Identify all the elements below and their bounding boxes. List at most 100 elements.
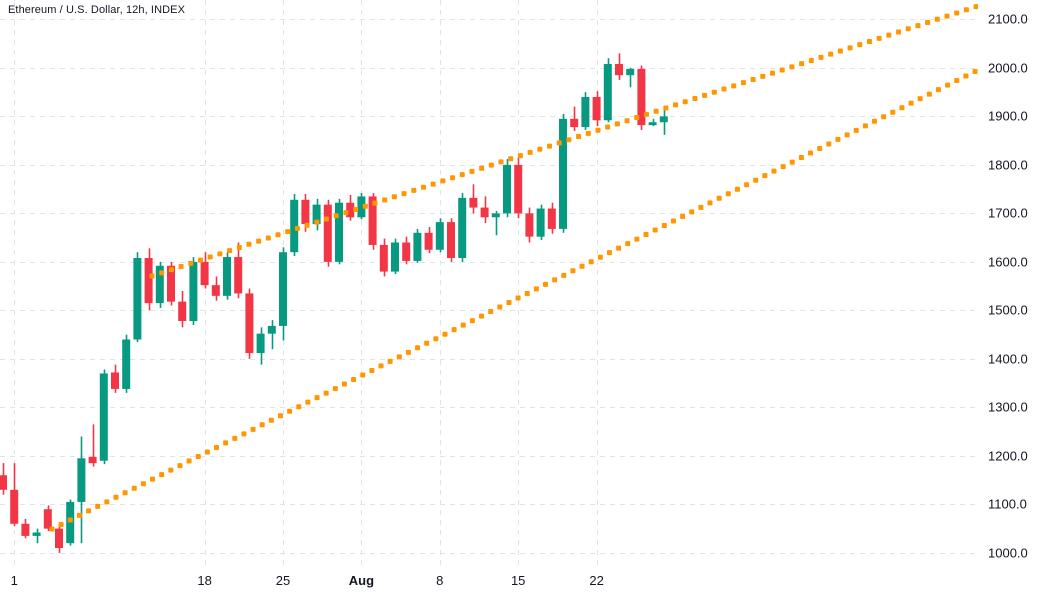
candlestick[interactable] (200, 252, 209, 289)
candlestick[interactable] (234, 242, 243, 299)
candlestick[interactable] (491, 210, 500, 236)
candlestick[interactable] (279, 247, 287, 341)
trendline-dot (973, 4, 978, 10)
candlestick[interactable] (312, 198, 321, 231)
candlestick[interactable] (648, 118, 657, 127)
candlestick[interactable] (245, 288, 254, 359)
trendline-dot (369, 367, 375, 373)
candlestick[interactable] (659, 109, 668, 135)
candlestick[interactable] (99, 369, 108, 465)
candlestick-series[interactable] (0, 53, 668, 553)
candlestick[interactable] (66, 499, 75, 546)
candlestick[interactable] (88, 424, 97, 467)
trendline-dot (826, 141, 832, 147)
candle-body (234, 257, 243, 294)
candlestick[interactable] (111, 364, 119, 393)
candlestick[interactable] (77, 436, 86, 544)
candlestick[interactable] (43, 505, 52, 532)
trendline-dot (707, 200, 713, 206)
trendline-dot (497, 304, 503, 310)
trendline-dot (517, 153, 523, 159)
trendline-dot (643, 232, 649, 238)
candlestick[interactable] (133, 252, 142, 342)
candlestick[interactable] (547, 202, 556, 234)
candlestick[interactable] (458, 193, 467, 262)
candlestick[interactable] (189, 257, 198, 325)
candlestick[interactable] (178, 290, 187, 328)
candlestick[interactable] (346, 194, 355, 221)
trendline-dot (552, 277, 558, 283)
price-tick-label: 1800.0 (988, 157, 1028, 173)
trendline-dot (954, 10, 960, 16)
candlestick[interactable] (144, 248, 153, 311)
candlestick[interactable] (570, 106, 579, 131)
trendline-overlays[interactable] (49, 4, 979, 532)
candle-body (167, 265, 175, 302)
trendline-dot (725, 191, 731, 197)
trendline-dot (771, 168, 777, 174)
candlestick[interactable] (435, 218, 444, 253)
candlestick[interactable] (514, 157, 523, 219)
candlestick[interactable] (424, 226, 433, 254)
candlestick[interactable] (626, 67, 635, 88)
candlestick[interactable] (21, 518, 30, 539)
candlestick[interactable] (357, 193, 366, 220)
trendline-dot (899, 105, 905, 111)
trendline-dot (150, 476, 156, 482)
candlestick[interactable] (223, 252, 231, 300)
candlestick[interactable] (55, 523, 63, 553)
candlestick[interactable] (559, 113, 567, 233)
trendline-dot (459, 172, 465, 178)
candlestick[interactable] (391, 238, 399, 275)
trendline-dot (450, 175, 456, 181)
candlestick[interactable] (402, 236, 411, 265)
candlestick[interactable] (211, 276, 220, 301)
trendline-dot (886, 32, 892, 38)
candlestick[interactable] (335, 198, 343, 265)
time-tick-label: 15 (510, 573, 526, 588)
candlestick[interactable] (536, 204, 545, 241)
candlestick[interactable] (290, 193, 299, 257)
trendline-dot (285, 229, 291, 235)
candlestick[interactable] (592, 91, 601, 127)
trendline-dot (430, 181, 436, 187)
candlestick[interactable] (0, 463, 7, 495)
candlestick[interactable] (503, 159, 511, 218)
candlestick[interactable] (10, 463, 19, 527)
price-tick-label: 1200.0 (988, 448, 1028, 464)
trendline-dot (653, 108, 659, 114)
candle-body (536, 208, 545, 237)
time-tick-label: 1 (10, 573, 18, 588)
trendline-dot (561, 272, 567, 278)
candlestick[interactable] (379, 238, 388, 277)
candle-body (43, 509, 52, 529)
trendline-dot (442, 331, 448, 337)
lower-support-channel-line[interactable] (49, 68, 978, 532)
candlestick[interactable] (637, 65, 646, 130)
upper-resistance-channel-line[interactable] (149, 4, 979, 279)
candlestick[interactable] (603, 58, 612, 123)
trendline-dot (420, 184, 426, 190)
candlestick[interactable] (615, 53, 623, 81)
candlestick[interactable] (581, 92, 590, 130)
trendline-dot (579, 263, 585, 269)
candlestick[interactable] (413, 228, 422, 263)
chart-plot-area[interactable] (0, 0, 978, 565)
candlestick[interactable] (122, 334, 131, 393)
candlestick[interactable] (469, 184, 478, 214)
candlestick[interactable] (155, 261, 164, 308)
time-scale[interactable]: 1 18 25 Aug 8 15 22 (0, 565, 978, 600)
candlestick[interactable] (256, 327, 265, 365)
candlestick[interactable] (32, 528, 41, 544)
candlestick[interactable] (447, 218, 455, 262)
candlestick-plot[interactable] (0, 0, 978, 565)
price-scale[interactable]: 1000.0 1100.0 1200.0 1300.0 1400.0 1500.0 1600… (978, 0, 1050, 565)
trendline-dot (58, 521, 64, 527)
candlestick[interactable] (480, 196, 489, 224)
candlestick[interactable] (323, 199, 332, 267)
candlestick[interactable] (267, 320, 276, 350)
candlestick[interactable] (525, 207, 534, 243)
candle-body (603, 64, 612, 121)
trendline-dot (460, 322, 466, 328)
